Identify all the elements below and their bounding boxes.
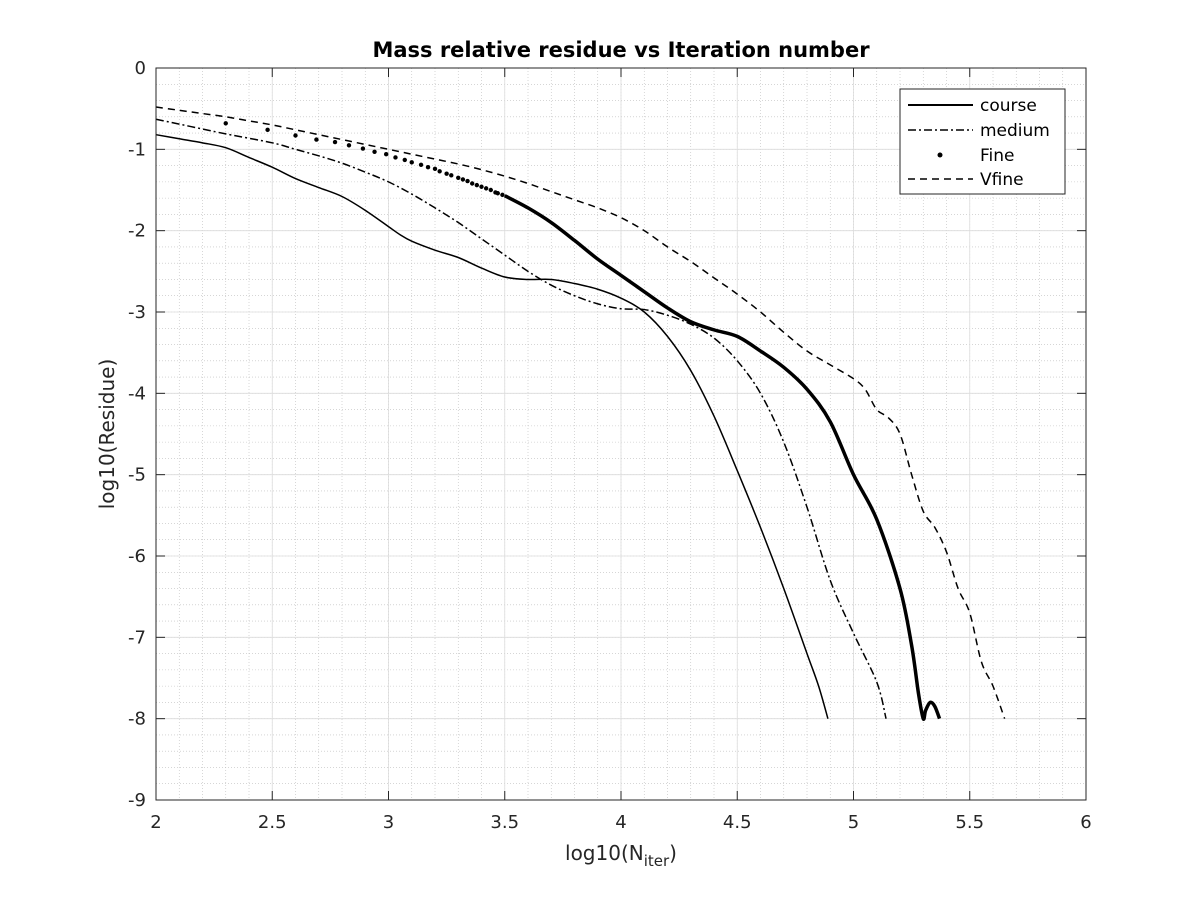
- series-fine-dot: [360, 146, 366, 151]
- chart-title: Mass relative residue vs Iteration numbe…: [372, 38, 870, 62]
- series-fine-dot: [418, 162, 424, 167]
- series-fine-dot: [444, 171, 449, 176]
- series-fine-dot: [456, 175, 461, 180]
- x-axis-label: log10(Niter): [565, 841, 677, 870]
- legend-box: [899, 88, 1066, 195]
- x-tick-labels: 2 2.5 3 3.5 4 4.5 5 5.5 6: [150, 812, 1091, 833]
- x-tick-label: 2: [150, 812, 161, 833]
- series-fine-dot: [479, 184, 484, 189]
- x-tick-label: 3: [383, 812, 394, 833]
- series-fine-dot: [437, 169, 442, 174]
- series-fine-dot: [449, 173, 454, 178]
- tick-marks: [155, 67, 1087, 801]
- series-fine-dot: [488, 187, 493, 193]
- series-fine-dot: [432, 166, 438, 172]
- x-tick-label: 5.5: [955, 812, 984, 833]
- series-fine-dot: [500, 192, 505, 198]
- y-axis-label: log10(Residue): [95, 359, 119, 510]
- y-tick-labels: 0 -1 -2 -3 -4 -5 -6 -7 -8 -9: [128, 58, 146, 811]
- series-layer: [155, 106, 1006, 721]
- series-fine-dot: [495, 191, 500, 196]
- series-fine-dot: [332, 139, 338, 145]
- series-fine-dot: [223, 121, 228, 126]
- legend-label-vfine: Vfine: [980, 170, 1024, 190]
- y-tick-label: -1: [128, 139, 146, 160]
- y-tick-label: -6: [128, 546, 146, 567]
- series-vfine-line: [155, 106, 1006, 719]
- legend-label-course: course: [980, 96, 1037, 116]
- x-tick-label: 4.5: [723, 812, 752, 833]
- series-fine-dot: [474, 182, 480, 188]
- y-tick-label: -4: [128, 383, 146, 404]
- x-tick-label: 6: [1080, 812, 1091, 833]
- series-fine-dot: [265, 127, 270, 133]
- series-fine-line: [503, 194, 942, 721]
- y-tick-label: -5: [128, 465, 146, 486]
- series-course-line: [155, 133, 829, 719]
- legend-label-fine: Fine: [980, 146, 1015, 166]
- series-fine-dot: [393, 155, 398, 160]
- series-fine-dot: [314, 137, 319, 142]
- y-tick-label: -3: [128, 302, 146, 323]
- y-tick-label: -2: [128, 221, 146, 242]
- x-tick-label: 5: [848, 812, 859, 833]
- series-fine-dot: [346, 143, 352, 148]
- y-tick-label: -8: [128, 709, 146, 730]
- series-fine-dot: [402, 157, 407, 163]
- legend-marker-fine: [937, 152, 943, 158]
- y-tick-label: -7: [128, 627, 146, 648]
- x-axis-label-subscript: iter: [644, 852, 670, 870]
- series-fine-dot: [460, 177, 466, 182]
- series-fine-dot: [465, 178, 470, 184]
- y-tick-label: 0: [135, 58, 146, 79]
- y-tick-label: -9: [128, 790, 146, 811]
- legend-label-medium: medium: [980, 121, 1050, 141]
- legend: course medium Fine Vfine: [899, 88, 1066, 195]
- x-tick-label: 2.5: [258, 812, 287, 833]
- series-fine-dot: [372, 149, 377, 154]
- series-fine-dot: [483, 186, 489, 191]
- series-fine-dot: [470, 181, 475, 186]
- series-fine-dot: [293, 133, 298, 138]
- x-axis-label-main: log10(N: [565, 841, 644, 865]
- series-fine-dot: [409, 160, 414, 165]
- x-axis-label-close: ): [669, 841, 677, 865]
- series-fine-dot: [383, 152, 389, 157]
- series-medium-line: [155, 118, 887, 719]
- series-fine-dot: [425, 165, 431, 170]
- x-tick-label: 4: [615, 812, 626, 833]
- x-tick-label: 3.5: [490, 812, 519, 833]
